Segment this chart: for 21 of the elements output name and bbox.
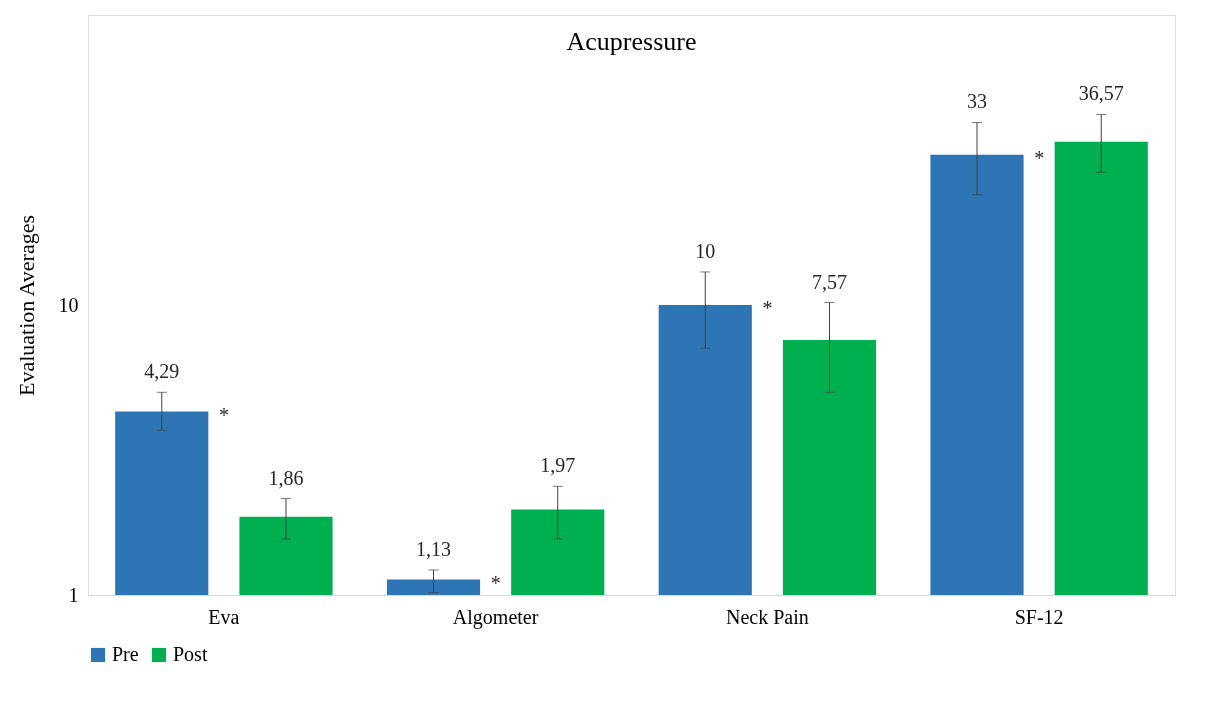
x-tick-label: Eva: [208, 605, 240, 628]
chart-title: Acupressure: [566, 27, 697, 56]
data-label: 4,29: [144, 360, 180, 383]
data-label: 36,57: [1078, 82, 1124, 105]
annotation: *: [1034, 146, 1045, 169]
data-label: 1,13: [416, 537, 452, 560]
data-label: 10: [695, 239, 716, 262]
data-label: 7,57: [811, 270, 847, 293]
legend-label: Post: [173, 643, 208, 665]
y-axis-title: Evaluation Averages: [13, 214, 39, 397]
annotation: *: [490, 571, 501, 594]
data-label: 1,97: [540, 454, 576, 477]
annotation: *: [218, 403, 229, 426]
x-tick-label: Algometer: [452, 605, 539, 629]
x-tick-label: SF-12: [1014, 605, 1064, 628]
annotation: *: [762, 297, 773, 319]
x-tick-label: Neck Pain: [725, 605, 809, 628]
data-label: 33: [967, 90, 988, 113]
y-tick-label: 1: [68, 583, 79, 606]
data-label: 1,86: [268, 466, 304, 489]
legend-label: Pre: [112, 643, 139, 665]
